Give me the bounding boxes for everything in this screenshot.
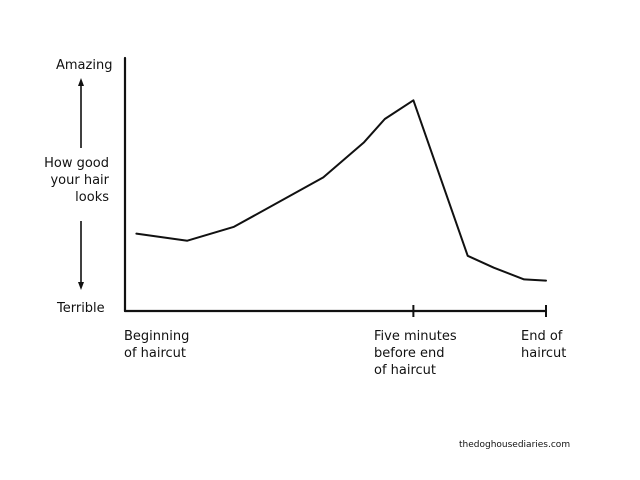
x-tick-label-five-minutes: Five minutes before end of haircut	[374, 329, 457, 378]
y-axis-title: How good your hair looks	[44, 156, 109, 205]
x-ticks	[412, 305, 547, 317]
down-arrow-icon	[78, 282, 84, 290]
up-arrow-icon	[78, 78, 84, 86]
x-tick-label-end: End of haircut	[521, 329, 567, 361]
series-line	[135, 99, 547, 282]
credit-text: thedoghousediaries.com	[459, 440, 571, 450]
x-tick-label-start: Beginning of haircut	[124, 329, 190, 361]
y-axis-top-label: Amazing	[56, 58, 113, 73]
y-axis-bottom-label: Terrible	[57, 301, 105, 316]
